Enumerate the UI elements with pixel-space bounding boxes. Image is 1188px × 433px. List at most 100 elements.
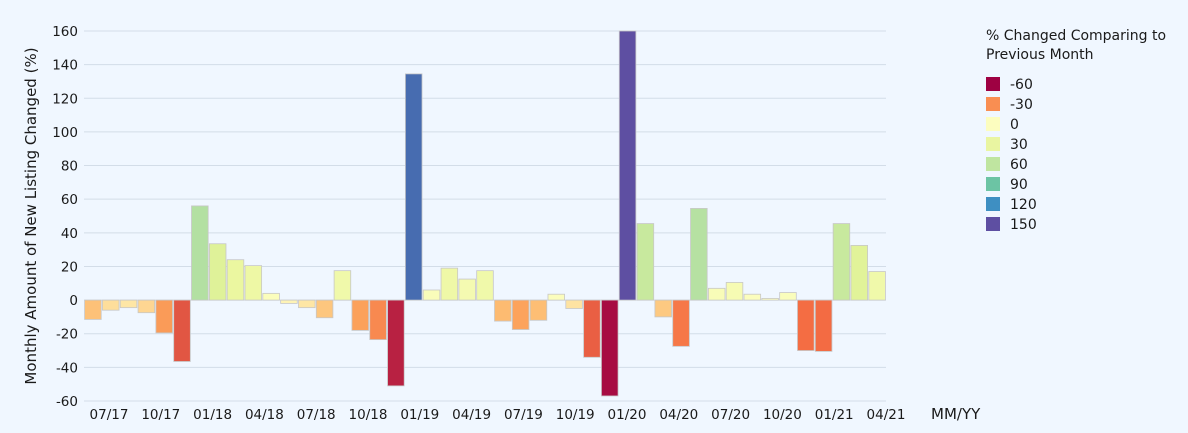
bar xyxy=(422,289,441,301)
bar xyxy=(226,259,245,301)
bar xyxy=(672,299,690,347)
bar xyxy=(351,299,369,331)
x-tick-labels: 07/17 10/17 01/18 04/18 07/18 10/18 01/19 04/19… xyxy=(90,407,906,423)
x-tick-label: 10/20 xyxy=(763,407,802,423)
bar xyxy=(832,223,851,301)
bar xyxy=(565,299,583,309)
x-tick-label: 01/20 xyxy=(608,407,647,423)
bar xyxy=(298,299,316,309)
legend-swatch xyxy=(986,197,1000,211)
bar xyxy=(618,30,637,301)
bar xyxy=(725,282,744,301)
legend-swatch xyxy=(986,157,1000,171)
x-axis-title: MM/YY xyxy=(931,405,981,423)
legend-swatch xyxy=(986,117,1000,131)
bar xyxy=(690,208,708,301)
bar xyxy=(84,299,102,320)
bar xyxy=(137,299,156,314)
bar xyxy=(102,299,120,311)
legend-label: -60 xyxy=(1010,77,1033,93)
bar xyxy=(476,270,494,301)
x-tick-label: 04/21 xyxy=(867,407,906,423)
legend-swatch xyxy=(986,97,1000,111)
x-tick-label: 01/21 xyxy=(815,407,854,423)
y-tick-label: 0 xyxy=(69,293,78,309)
legend: % Changed Comparing to Previous Month -6… xyxy=(986,28,1166,233)
x-tick-label: 10/19 xyxy=(556,407,595,423)
y-tick-label: 80 xyxy=(61,159,78,175)
x-tick-label: 07/19 xyxy=(504,407,543,423)
y-tick-label: 120 xyxy=(52,91,78,107)
bar xyxy=(583,299,601,358)
bar xyxy=(868,271,886,301)
legend-label: 90 xyxy=(1010,177,1028,193)
x-tick-label: 10/17 xyxy=(141,407,180,423)
y-tick-label: 40 xyxy=(61,226,78,242)
bar xyxy=(369,299,387,341)
bar xyxy=(387,299,405,387)
legend-label: 120 xyxy=(1010,197,1037,213)
gridlines xyxy=(84,30,886,402)
legend-title-line-2: Previous Month xyxy=(986,47,1094,63)
y-tick-label: 60 xyxy=(61,192,78,208)
bar xyxy=(654,299,672,318)
y-tick-label: 20 xyxy=(61,259,78,275)
bar xyxy=(155,299,173,334)
y-tick-label: -60 xyxy=(56,394,78,410)
bar xyxy=(707,287,726,301)
bar xyxy=(529,299,548,321)
x-tick-label: 07/17 xyxy=(90,407,129,423)
legend-swatch xyxy=(986,217,1000,231)
bar xyxy=(440,267,459,301)
bar xyxy=(315,299,334,319)
bar xyxy=(458,278,476,301)
bar xyxy=(511,299,530,330)
bar xyxy=(280,299,298,304)
y-tick-labels: -60 -40 -20 0 20 40 60 80 100 120 140 160 xyxy=(52,24,78,410)
x-tick-label: 10/18 xyxy=(349,407,388,423)
y-tick-label: -40 xyxy=(56,360,78,376)
legend-swatch xyxy=(986,77,1000,91)
bar xyxy=(601,299,619,397)
bar xyxy=(404,73,423,301)
legend-label: 0 xyxy=(1010,117,1019,133)
bar xyxy=(191,205,209,301)
bar xyxy=(262,292,280,301)
bar xyxy=(244,265,263,301)
x-tick-label: 07/18 xyxy=(297,407,336,423)
bar xyxy=(547,293,566,301)
x-tick-label: 07/20 xyxy=(711,407,750,423)
bar xyxy=(797,299,815,351)
bar xyxy=(173,299,191,362)
legend-label: 60 xyxy=(1010,157,1028,173)
legend-label: -30 xyxy=(1010,97,1033,113)
bar xyxy=(208,243,227,301)
y-tick-label: -20 xyxy=(56,327,78,343)
bar xyxy=(743,293,762,301)
y-tick-label: 140 xyxy=(52,58,78,74)
bar xyxy=(119,299,138,309)
y-axis-title: Monthly Amount of New Listing Changed (%… xyxy=(22,47,40,384)
legend-swatch xyxy=(986,177,1000,191)
bar xyxy=(814,299,833,352)
legend-label: 30 xyxy=(1010,137,1028,153)
x-tick-label: 04/20 xyxy=(659,407,698,423)
legend-items: -60 -30 0 30 60 90 120 150 xyxy=(986,77,1037,233)
y-tick-label: 100 xyxy=(52,125,78,141)
x-tick-label: 04/18 xyxy=(245,407,284,423)
bar xyxy=(333,270,352,301)
bar xyxy=(761,298,779,301)
legend-title-line-1: % Changed Comparing to xyxy=(986,28,1166,44)
bar xyxy=(850,245,868,301)
bar xyxy=(494,299,512,322)
bar xyxy=(779,292,797,301)
x-tick-label: 01/18 xyxy=(193,407,232,423)
bar xyxy=(636,223,655,301)
x-tick-label: 01/19 xyxy=(400,407,439,423)
legend-label: 150 xyxy=(1010,217,1037,233)
legend-swatch xyxy=(986,137,1000,151)
x-tick-label: 04/19 xyxy=(452,407,491,423)
bars xyxy=(84,30,886,397)
plot-background xyxy=(84,31,886,401)
